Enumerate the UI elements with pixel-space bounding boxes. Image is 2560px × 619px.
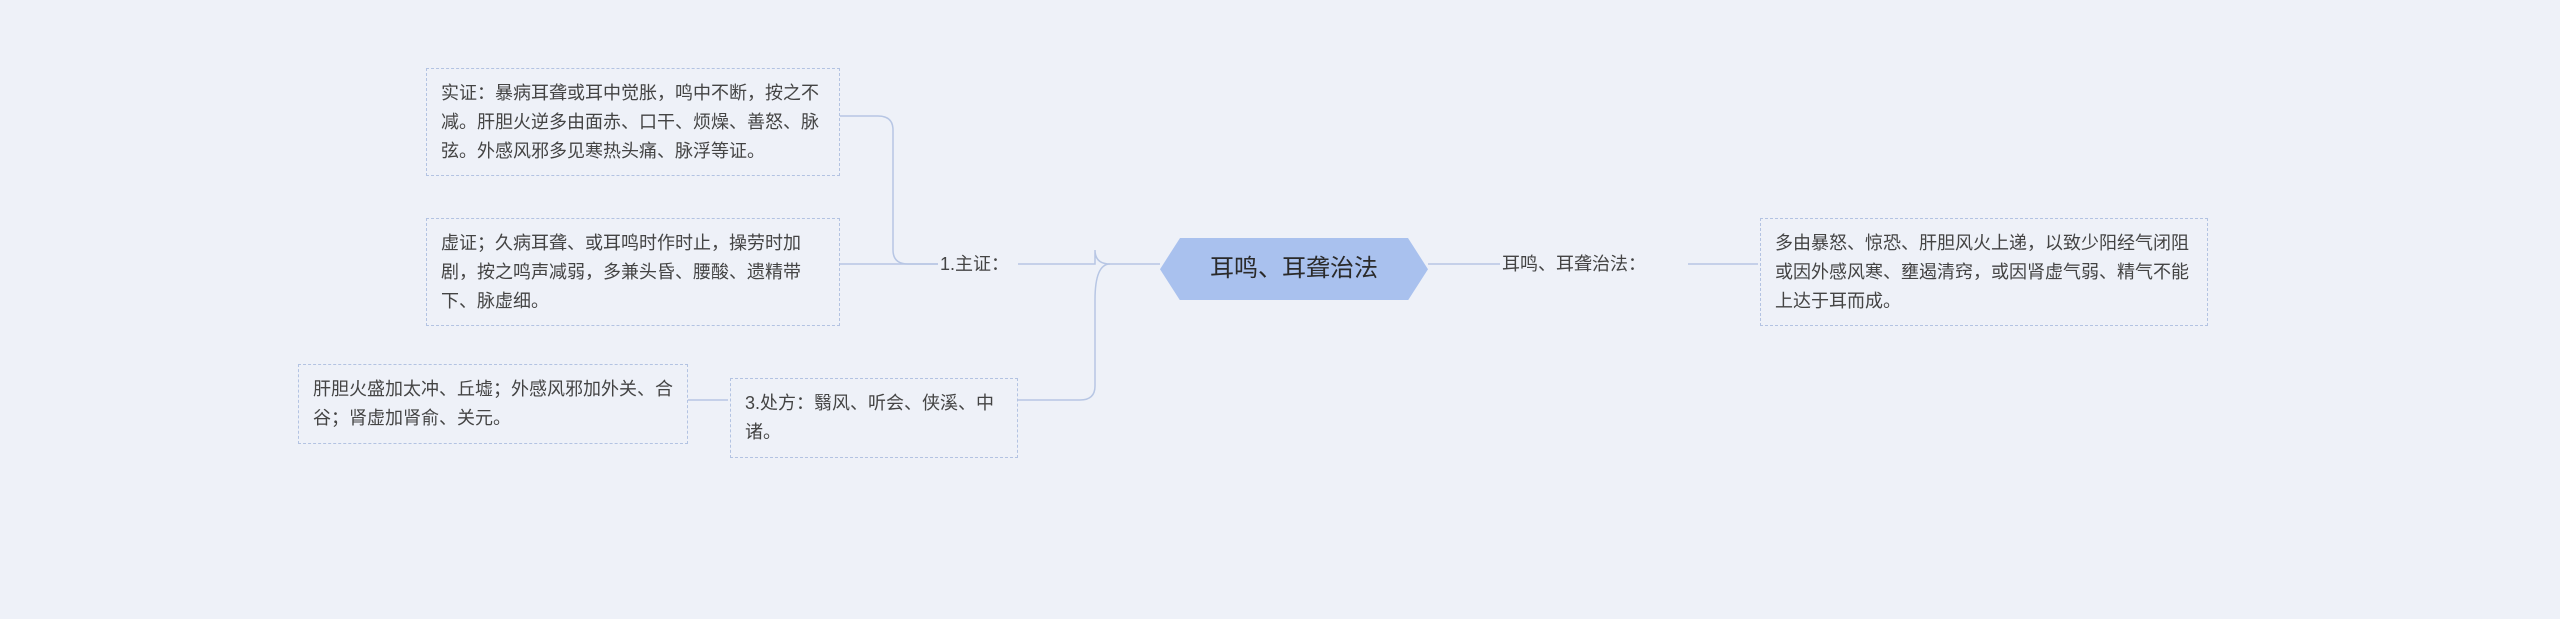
right-desc-box: 多由暴怒、惊恐、肝胆风火上递，以致少阳经气闭阻或因外感风寒、壅遏清窍，或因肾虚气… <box>1760 218 2208 326</box>
left-branch2-item1: 肝胆火盛加太冲、丘墟；外感风邪加外关、合谷；肾虚加肾俞、关元。 <box>298 364 688 444</box>
left-branch2-label: 3.处方：翳风、听会、侠溪、中诸。 <box>730 378 1018 458</box>
left-branch1-item2: 虚证；久病耳聋、或耳鸣时作时止，操劳时加剧，按之鸣声减弱，多兼头昏、腰酸、遗精带… <box>426 218 840 326</box>
left-branch1-label: 1.主证： <box>940 250 1009 279</box>
center-node: 耳鸣、耳聋治法 <box>1160 238 1428 300</box>
left-branch1-item1: 实证：暴病耳聋或耳中觉胀，鸣中不断，按之不减。肝胆火逆多由面赤、口干、烦燥、善怒… <box>426 68 840 176</box>
right-branch-label: 耳鸣、耳聋治法： <box>1502 250 1646 279</box>
